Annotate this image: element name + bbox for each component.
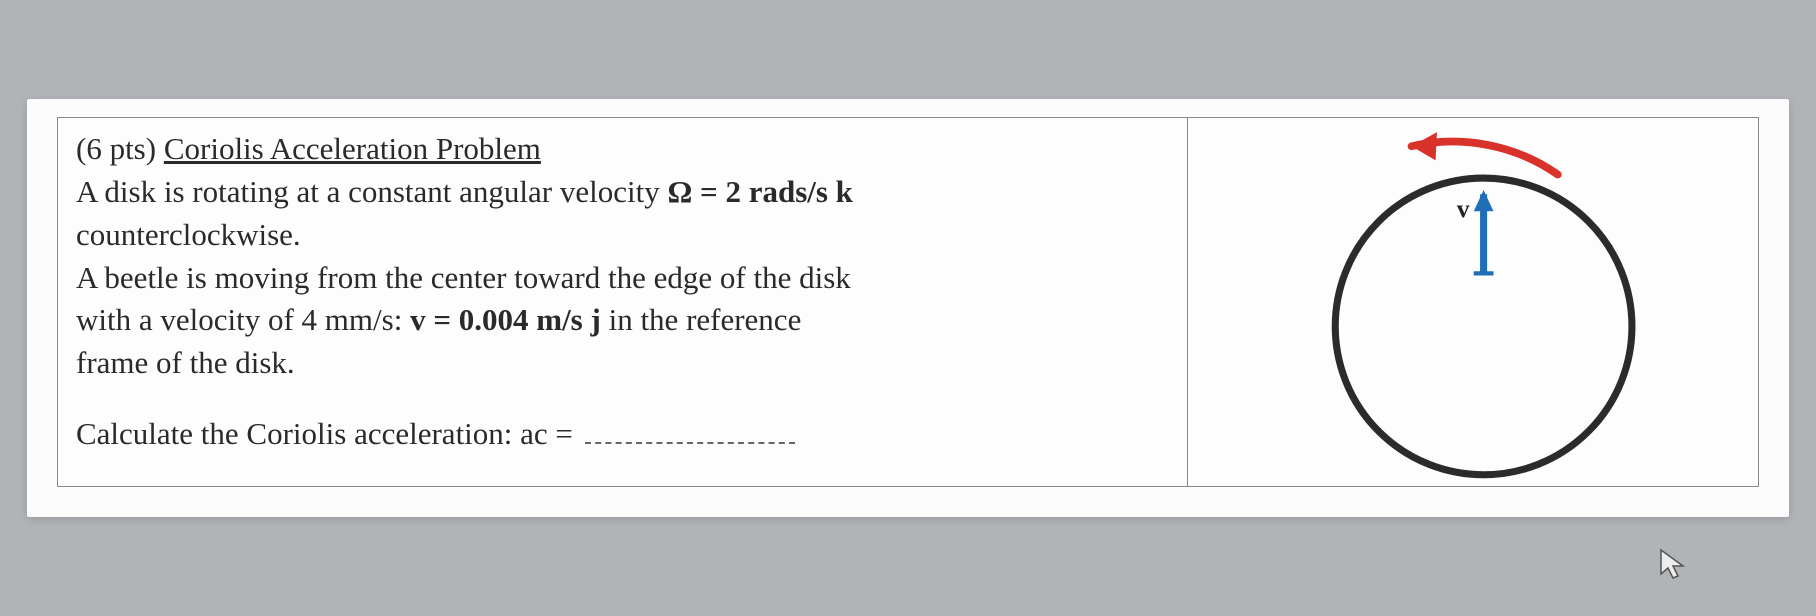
line-3: A beetle is moving from the center towar…: [76, 257, 1165, 300]
page-wrap: (6 pts) Coriolis Acceleration Problem A …: [27, 99, 1789, 516]
answer-blank[interactable]: [585, 432, 795, 444]
line-2: counterclockwise.: [76, 214, 1165, 257]
line4-bold: v = 0.004 m/s j: [410, 302, 601, 337]
velocity-arrow-head: [1474, 190, 1494, 211]
vertical-gap: [76, 385, 1165, 413]
problem-title: Coriolis Acceleration Problem: [164, 131, 541, 166]
diagram-svg: v: [1188, 118, 1758, 485]
line1-a: A disk is rotating at a constant angular…: [76, 174, 667, 209]
line4-a: with a velocity of 4 mm/s:: [76, 302, 410, 337]
diagram-cell: v: [1188, 118, 1758, 485]
points-label: (6 pts): [76, 131, 164, 166]
line-1: A disk is rotating at a constant angular…: [76, 171, 1165, 214]
line1-bold: Ω = 2 rads/s k: [667, 174, 852, 209]
title-line: (6 pts) Coriolis Acceleration Problem: [76, 128, 1165, 171]
line-4: with a velocity of 4 mm/s: v = 0.004 m/s…: [76, 299, 1165, 342]
prompt-line: Calculate the Coriolis acceleration: ac …: [76, 413, 1165, 456]
velocity-label: v: [1457, 194, 1470, 223]
problem-container: (6 pts) Coriolis Acceleration Problem A …: [57, 117, 1759, 486]
problem-text-cell: (6 pts) Coriolis Acceleration Problem A …: [58, 118, 1188, 485]
prompt-text: Calculate the Coriolis acceleration: ac …: [76, 416, 581, 451]
rotation-arrow-head: [1412, 132, 1437, 160]
line-5: frame of the disk.: [76, 342, 1165, 385]
line4-b: in the reference: [601, 302, 802, 337]
cursor-icon: [1658, 548, 1692, 582]
